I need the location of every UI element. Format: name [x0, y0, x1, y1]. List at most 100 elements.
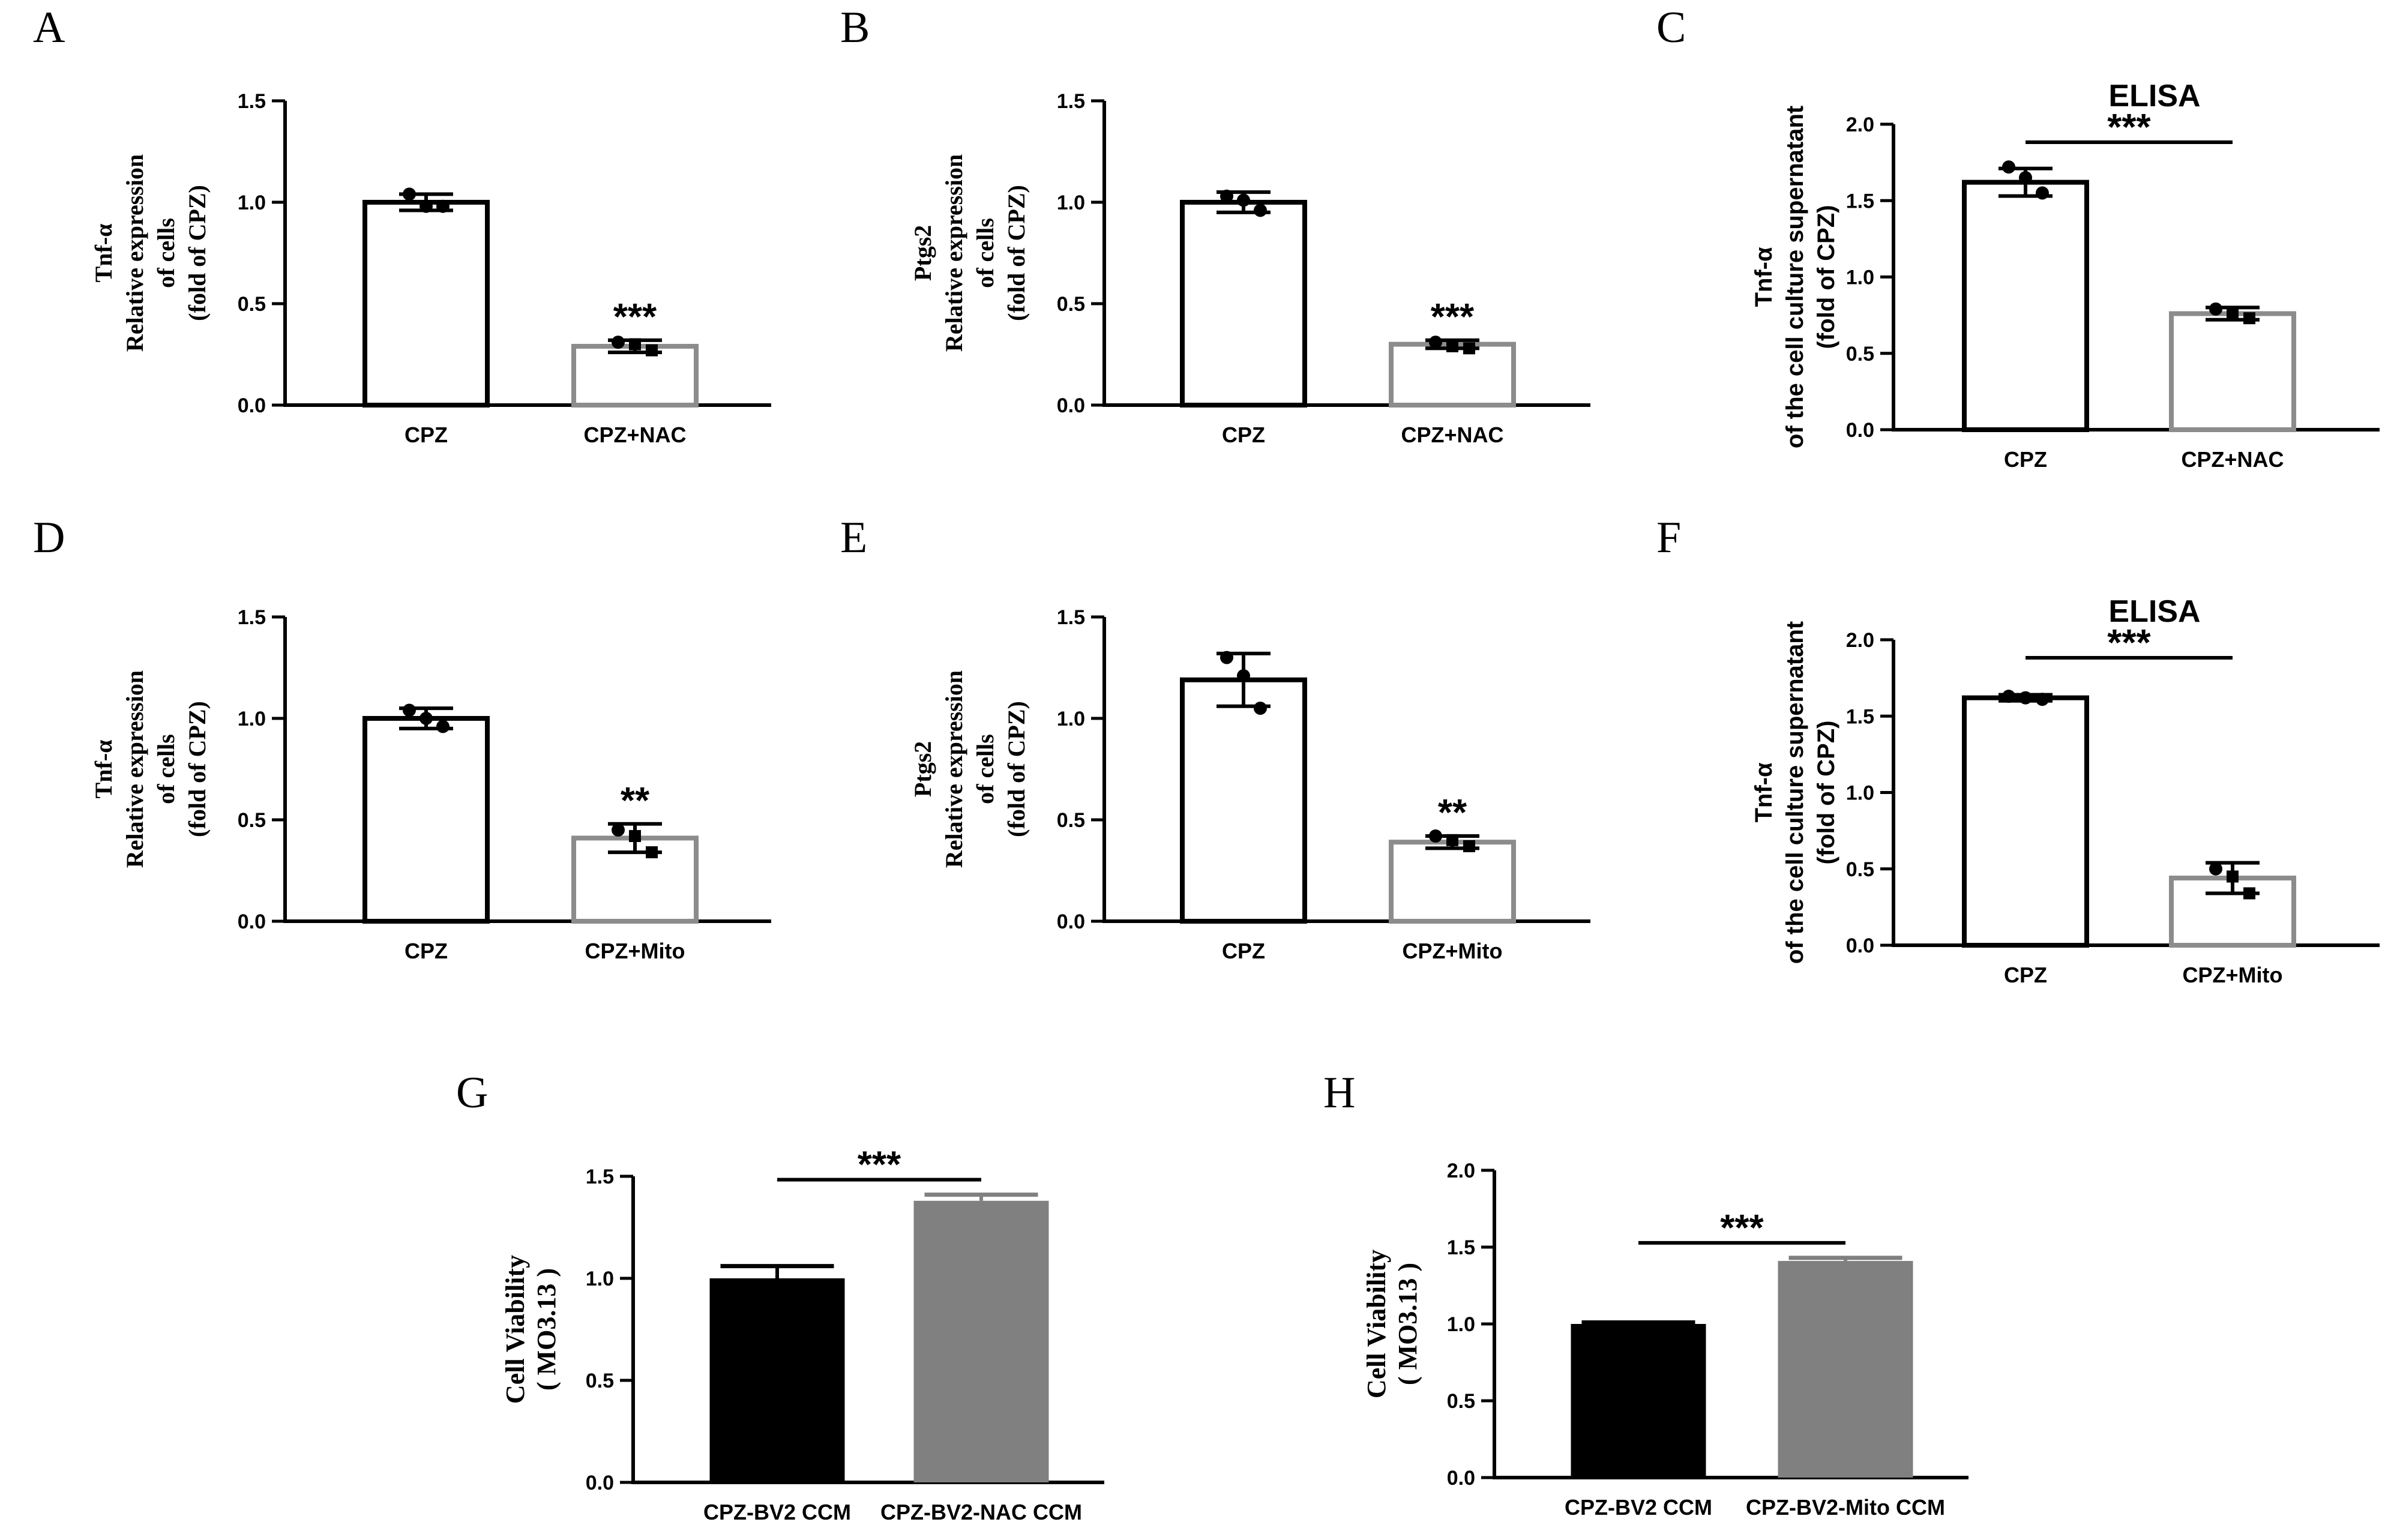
y-axis-label: Tnf-α Relative expression of cells (fold of…	[90, 670, 211, 868]
y-axis-label-line: ( MO3.13 )	[1393, 1263, 1422, 1385]
x-tick-label: CPZ-BV2 CCM	[1565, 1495, 1712, 1520]
y-tick-label: 0.0	[1846, 419, 1874, 442]
y-axis-label-line: ( MO3.13 )	[532, 1268, 561, 1391]
y-axis-label: Cell Viability( MO3.13 )	[1362, 1250, 1422, 1398]
data-point	[1237, 669, 1250, 683]
bar	[571, 343, 699, 408]
y-axis-label: Ptgs2 Relative expression of cells (fold of…	[909, 154, 1030, 352]
y-tick-label: 1.0	[1846, 266, 1874, 289]
data-point	[2243, 312, 2255, 325]
x-tick-label: CPZ	[405, 939, 448, 963]
data-point	[2036, 693, 2049, 706]
y-tick-label: 1.5	[238, 606, 266, 629]
y-tick-label: 0.0	[1057, 394, 1085, 417]
panel-g: G 0.0 0.5 1.0 1.5 Cell Viability( MO3.13 ) CPZ…	[456, 1068, 1104, 1524]
data-point	[2243, 887, 2255, 900]
data-point	[1429, 829, 1442, 843]
y-tick-label: 0.5	[1447, 1390, 1475, 1413]
y-tick-label: 1.5	[586, 1166, 614, 1188]
y-tick-label: 0.5	[586, 1370, 614, 1392]
data-point	[2227, 870, 2239, 883]
x-tick-label: CPZ-BV2-NAC CCM	[880, 1500, 1082, 1524]
y-tick-label: 0.5	[238, 809, 266, 832]
y-axis-label-line: Relative expression	[121, 670, 148, 868]
significance-marker: **	[621, 780, 650, 822]
y-tick-label: 1.5	[1846, 705, 1874, 728]
y-axis-label-line: (fold of CPZ)	[1813, 721, 1839, 865]
bar	[1962, 179, 2089, 432]
panel-label: F	[1656, 513, 1681, 562]
y-tick-label: 1.5	[1846, 190, 1874, 212]
y-axis-label-line: of cells	[972, 734, 999, 804]
y-axis-label-line: Relative expression	[121, 154, 148, 352]
significance-marker: ***	[613, 296, 657, 338]
y-tick-label: 2.0	[1846, 113, 1874, 136]
data-point	[1463, 840, 1475, 852]
data-point	[420, 712, 433, 725]
panel-d: D 0.0 0.5 1.0 1.5 Tnf-α Relative expression of …	[33, 513, 771, 963]
x-tick-label: CPZ-BV2 CCM	[703, 1500, 851, 1524]
bar	[2169, 311, 2296, 433]
y-axis-label-line: Cell Viability	[501, 1255, 530, 1404]
significance-marker: ***	[2107, 107, 2151, 148]
panel-b: B 0.0 0.5 1.0 1.5 Ptgs2 Relative expression of …	[840, 3, 1590, 447]
bar	[1389, 341, 1516, 408]
data-point	[2209, 302, 2222, 316]
data-point	[1254, 203, 1267, 217]
y-tick-label: 0.0	[238, 394, 266, 417]
y-axis-label-line: Tnf-α	[1751, 247, 1777, 307]
bar	[1389, 840, 1516, 924]
data-point	[612, 335, 625, 349]
panel-a: A 0.0 0.5 1.0 1.5 Tnf-α Relative expression of …	[33, 3, 771, 447]
panel-f: F ELISA 0.0 0.5 1.0 1.5 2.0 Tnf-α of the cell cu…	[1656, 513, 2380, 987]
bar	[913, 1200, 1049, 1482]
y-tick-label: 0.5	[1057, 809, 1085, 832]
panel-label: B	[840, 3, 870, 52]
data-point	[646, 846, 658, 859]
x-tick-label: CPZ+Mito	[1403, 939, 1503, 963]
y-axis-label: Tnf-α Relative expression of cells (fold of…	[90, 154, 211, 352]
data-point	[2036, 186, 2049, 200]
data-point	[1237, 193, 1250, 207]
y-tick-label: 1.5	[1057, 606, 1085, 629]
y-axis-label-line: (fold of CPZ)	[1813, 205, 1839, 349]
y-axis-label-line: (fold of CPZ)	[1003, 185, 1030, 321]
chart-title: ELISA	[2108, 79, 2200, 113]
y-tick-label: 1.0	[1846, 782, 1874, 805]
data-point	[629, 338, 641, 350]
data-point	[2019, 691, 2032, 705]
bar	[2169, 876, 2296, 948]
y-tick-label: 0.5	[238, 293, 266, 316]
data-point	[1220, 651, 1233, 664]
panel-label: C	[1656, 3, 1686, 52]
y-tick-label: 1.5	[1447, 1236, 1475, 1259]
y-tick-label: 1.0	[1057, 708, 1085, 730]
y-axis-label: Cell Viability( MO3.13 )	[501, 1255, 561, 1404]
panel-c: C ELISA 0.0 0.5 1.0 1.5 2.0 Tnf-α of the cell cu…	[1656, 3, 2380, 472]
y-axis-label-line: Cell Viability	[1362, 1250, 1391, 1398]
y-axis-label-line: Ptgs2	[909, 741, 936, 797]
panel-e: E 0.0 0.5 1.0 1.5 Ptgs2 Relative expression of …	[840, 513, 1590, 963]
y-axis-label-line: Tnf-α	[1751, 762, 1777, 823]
data-point	[436, 720, 450, 733]
y-tick-label: 0.5	[1846, 858, 1874, 881]
data-point	[2209, 862, 2222, 876]
data-point	[1446, 340, 1458, 352]
y-tick-label: 1.0	[238, 708, 266, 730]
y-axis-label-line: of cells	[972, 218, 999, 288]
data-point	[2002, 160, 2015, 174]
panel-label: D	[33, 513, 65, 562]
bar	[1180, 677, 1307, 924]
data-point	[1220, 189, 1233, 203]
y-axis-label-line: of the cell culture supernatant	[1782, 621, 1808, 964]
panel-label: G	[456, 1068, 488, 1117]
y-tick-label: 2.0	[1447, 1160, 1475, 1182]
y-axis-label-line: of cells	[152, 218, 179, 288]
x-tick-label: CPZ	[405, 423, 448, 447]
y-axis-label-line: of cells	[152, 734, 179, 804]
data-point	[1429, 335, 1442, 349]
y-tick-label: 2.0	[1846, 629, 1874, 652]
x-tick-label: CPZ	[2004, 963, 2047, 987]
data-point	[420, 199, 433, 213]
